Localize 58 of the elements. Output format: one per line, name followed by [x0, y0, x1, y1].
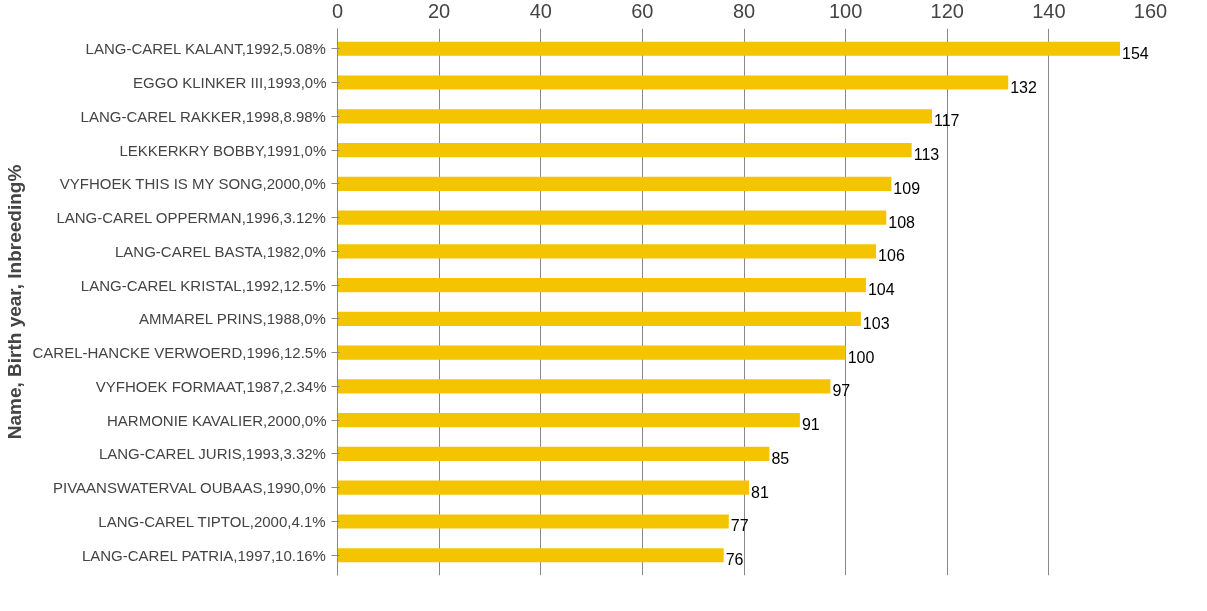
- bar: [337, 379, 831, 394]
- bar: [337, 176, 892, 191]
- y-tick-label: LANG-CAREL BASTA,1982,0%: [115, 242, 326, 260]
- data-label: 91: [801, 416, 820, 434]
- data-label: 106: [878, 247, 905, 265]
- y-tick-label: LANG-CAREL JURIS,1993,3.32%: [98, 445, 326, 463]
- x-tick-label: 160: [1133, 0, 1168, 22]
- data-label: 76: [725, 551, 744, 569]
- bar: [337, 514, 729, 529]
- bar: [337, 41, 1121, 56]
- y-tick-label: LANG-CAREL PATRIA,1997,10.16%: [81, 546, 326, 564]
- bar: [337, 311, 861, 326]
- data-label: 100: [847, 348, 875, 366]
- data-label: 81: [751, 483, 769, 501]
- data-label: 113: [913, 146, 940, 164]
- bar: [337, 278, 866, 293]
- y-tick-label: VYFHOEK THIS IS MY SONG,2000,0%: [59, 175, 326, 193]
- bar: [337, 244, 877, 259]
- data-label: 97: [832, 382, 851, 400]
- y-tick-label: HARMONIE KAVALIER,2000,0%: [106, 411, 327, 429]
- bar: [337, 548, 724, 563]
- bar: [337, 109, 933, 124]
- y-tick-label: LANG-CAREL TIPTOL,2000,4.1%: [98, 512, 326, 530]
- data-label: 77: [730, 517, 749, 535]
- data-label: 104: [867, 281, 895, 299]
- y-tick-label: LANG-CAREL OPPERMAN,1996,3.12%: [56, 209, 326, 227]
- bar: [337, 142, 912, 158]
- data-label: 108: [888, 213, 916, 231]
- y-tick-label: CAREL-HANCKE VERWOERD,1996,12.5%: [32, 344, 327, 362]
- data-label: 154: [1122, 44, 1149, 62]
- y-tick-label: PIVAANSWATERVAL OUBAAS,1990,0%: [53, 479, 326, 497]
- x-tick-label: 100: [828, 0, 863, 22]
- x-tick-label: 60: [631, 0, 654, 22]
- x-tick-label: 140: [1032, 0, 1066, 22]
- bar: [337, 75, 1009, 90]
- y-tick-label: LEKKERKRY BOBBY,1991,0%: [119, 141, 327, 159]
- bar: [337, 446, 770, 462]
- data-label: 117: [934, 112, 960, 130]
- x-tick-label: 80: [732, 0, 756, 22]
- data-label: 103: [862, 314, 890, 332]
- y-tick-label: LANG-CAREL KALANT,1992,5.08%: [85, 40, 326, 58]
- bar: [337, 345, 846, 360]
- y-tick-label: AMMAREL PRINS,1988,0%: [138, 310, 326, 328]
- data-label: 85: [771, 449, 790, 467]
- x-tick-label: 120: [930, 0, 964, 22]
- x-tick-label: 0: [331, 0, 344, 22]
- x-tick-label: 20: [428, 0, 451, 22]
- y-tick-label: LANG-CAREL RAKKER,1998,8.98%: [80, 107, 326, 125]
- bar: [337, 210, 887, 225]
- x-tick-label: 40: [529, 0, 552, 22]
- bar: [337, 413, 800, 428]
- y-axis-title: Name, Birth year, Inbreeding%: [3, 164, 25, 440]
- data-label: 109: [893, 179, 921, 197]
- y-tick-label: LANG-CAREL KRISTAL,1992,12.5%: [80, 276, 326, 294]
- y-tick-label: EGGO KLINKER III,1993,0%: [133, 74, 327, 92]
- bar: [337, 480, 750, 495]
- y-tick-label: VYFHOEK FORMAAT,1987,2.34%: [95, 377, 327, 395]
- data-label: 132: [1010, 78, 1038, 96]
